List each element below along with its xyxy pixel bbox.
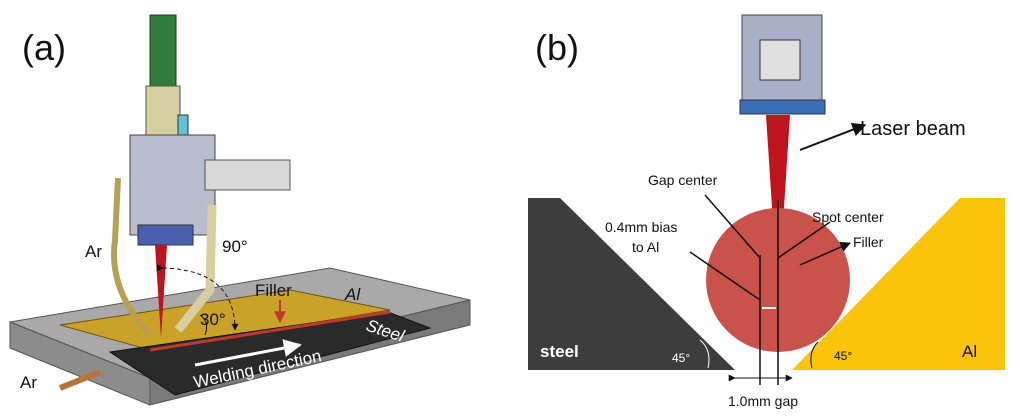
text-label: Filler (853, 234, 884, 250)
text-label: 0.4mm bias (605, 219, 677, 235)
head-nozzle (138, 225, 193, 245)
text-label: Gap center (648, 172, 718, 188)
beam-arrow (800, 125, 865, 150)
text-label: 45° (834, 349, 852, 363)
text-label: 1.0mm gap (728, 393, 798, 409)
text-label: Spot center (812, 209, 884, 225)
text-label: Ar (20, 373, 37, 392)
laser-head-base (740, 100, 825, 114)
head-collimator (146, 86, 180, 138)
head-arm (205, 160, 290, 190)
text-label: Al (962, 342, 977, 361)
page: {"panels": { "a": {"label": "(a)", "ar_t… (0, 0, 1011, 417)
text-label: Ar (85, 242, 102, 261)
text-label: steel (540, 342, 579, 361)
panel-a: (a) Ar Ar 90° Filler Al 30° Steel Weldin… (10, 15, 470, 405)
panel-label: (b) (535, 27, 579, 68)
head-top (150, 15, 176, 87)
panel-b: (b) Laser beam Gap center Spot center 0.… (528, 15, 1005, 409)
text-label: 45° (672, 351, 690, 365)
text-label: Filler (255, 281, 292, 300)
text-label: 30° (200, 310, 226, 329)
text-label: Al (344, 285, 361, 304)
text-label: 90° (222, 237, 248, 256)
laser-head-window (760, 40, 800, 80)
text-label: Laser beam (860, 118, 966, 140)
panel-label: (a) (22, 27, 66, 68)
head-body (130, 135, 215, 235)
text-label: to Al (632, 239, 659, 255)
figure: (a) Ar Ar 90° Filler Al 30° Steel Weldin… (0, 0, 1011, 417)
